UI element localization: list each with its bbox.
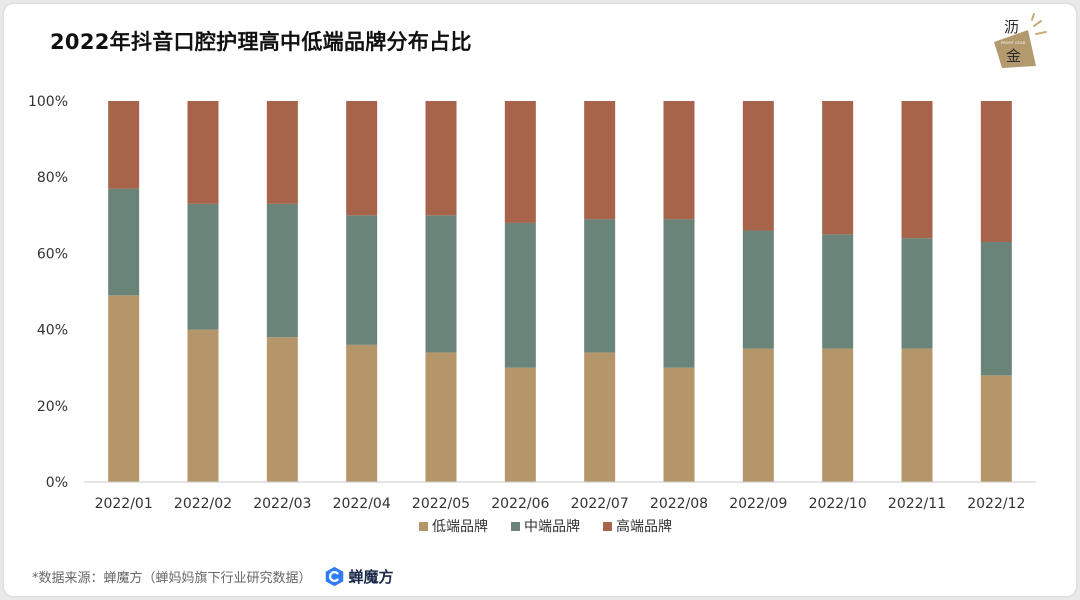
bar-segment-high xyxy=(187,101,219,204)
x-tick-label: 2022/02 xyxy=(174,496,232,512)
legend-swatch xyxy=(511,522,520,531)
bar-segment-high xyxy=(504,101,536,223)
stacked-bar-chart: 0% 20% 40% 60% 80% 100% 2022/01 2022/02 2022/03 2… xyxy=(28,94,1036,535)
bar-segment-mid xyxy=(742,230,774,349)
data-source-note: *数据来源：蝉魔方（蝉妈妈旗下行业研究数据） xyxy=(32,571,312,586)
bar-segment-high xyxy=(742,101,774,231)
bar-segment-mid xyxy=(504,222,536,368)
legend-swatch xyxy=(419,522,428,531)
x-tick-label: 2022/11 xyxy=(888,496,946,512)
legend-label: 高端品牌 xyxy=(616,518,672,535)
bar-segment-low xyxy=(425,352,457,482)
bar-segment-high xyxy=(266,101,298,204)
x-tick-label: 2022/10 xyxy=(809,496,867,512)
y-tick-label: 0% xyxy=(46,475,68,491)
bar-segment-mid xyxy=(346,215,378,345)
legend-swatch xyxy=(603,522,612,531)
logo-rays-icon xyxy=(1031,13,1047,35)
bar-segment-high xyxy=(425,101,457,216)
bar-segment-high xyxy=(108,101,140,189)
bar-segment-mid xyxy=(980,241,1012,376)
x-tick-label: 2022/05 xyxy=(412,496,470,512)
chanmofang-logo-icon xyxy=(325,566,343,587)
logo-tagline: PROFIT GOLD xyxy=(1001,41,1026,45)
bar-segment-high xyxy=(980,101,1012,242)
bar-segment-low xyxy=(822,348,854,482)
logo-char-top: 沥 xyxy=(1004,18,1019,36)
x-tick-label: 2022/01 xyxy=(95,496,153,512)
bar-segment-high xyxy=(346,101,378,216)
bar-segment-mid xyxy=(187,203,219,330)
bar-segment-low xyxy=(980,375,1012,482)
bar-segment-mid xyxy=(108,188,140,296)
x-tick-label: 2022/07 xyxy=(571,496,629,512)
bar-segment-low xyxy=(901,348,933,482)
bar-segment-mid xyxy=(901,238,933,349)
footer: *数据来源：蝉魔方（蝉妈妈旗下行业研究数据） 蝉魔方 xyxy=(32,566,394,587)
logo-char-bottom: 金 xyxy=(1006,47,1021,65)
x-tick-label: 2022/08 xyxy=(650,496,708,512)
bar-segment-low xyxy=(266,337,298,482)
bar-segment-high xyxy=(901,101,933,239)
y-tick-label: 60% xyxy=(37,246,68,262)
bar-segment-low xyxy=(742,348,774,482)
y-tick-label: 100% xyxy=(28,94,68,110)
y-tick-label: 40% xyxy=(37,323,68,339)
bar-segment-mid xyxy=(425,215,457,353)
bar-segment-low xyxy=(504,367,536,482)
brand-logo: 蝉魔方 xyxy=(324,566,394,587)
bar-segment-low xyxy=(346,344,378,482)
bar-segment-high xyxy=(822,101,854,235)
bar-segment-low xyxy=(663,367,695,482)
y-tick-label: 80% xyxy=(37,170,68,186)
bar-segment-low xyxy=(584,352,616,482)
bar-segment-low xyxy=(187,329,219,482)
x-tick-label: 2022/06 xyxy=(491,496,549,512)
x-tick-label: 2022/09 xyxy=(729,496,787,512)
bar-segment-high xyxy=(663,101,695,220)
legend-label: 中端品牌 xyxy=(524,518,580,535)
bar-segment-mid xyxy=(584,219,616,353)
x-tick-label: 2022/04 xyxy=(333,496,391,512)
x-tick-label: 2022/03 xyxy=(253,496,311,512)
bar-segment-mid xyxy=(266,203,298,338)
bar-segment-mid xyxy=(822,234,854,349)
bar-segment-low xyxy=(108,295,140,482)
lijin-watermark-logo: 沥 PROFIT GOLD 金 xyxy=(994,13,1047,68)
chart-title: 2022年抖音口腔护理高中低端品牌分布占比 xyxy=(50,30,472,54)
bar-segment-mid xyxy=(663,219,695,368)
chart-card: 2022年抖音口腔护理高中低端品牌分布占比 沥 PROFIT GOLD 金 0%… xyxy=(4,4,1076,596)
bar-segment-high xyxy=(584,101,616,220)
brand-name: 蝉魔方 xyxy=(348,568,394,586)
logo-shape xyxy=(994,30,1036,68)
y-tick-label: 20% xyxy=(37,399,68,415)
x-tick-label: 2022/12 xyxy=(967,496,1025,512)
legend-label: 低端品牌 xyxy=(432,518,488,535)
